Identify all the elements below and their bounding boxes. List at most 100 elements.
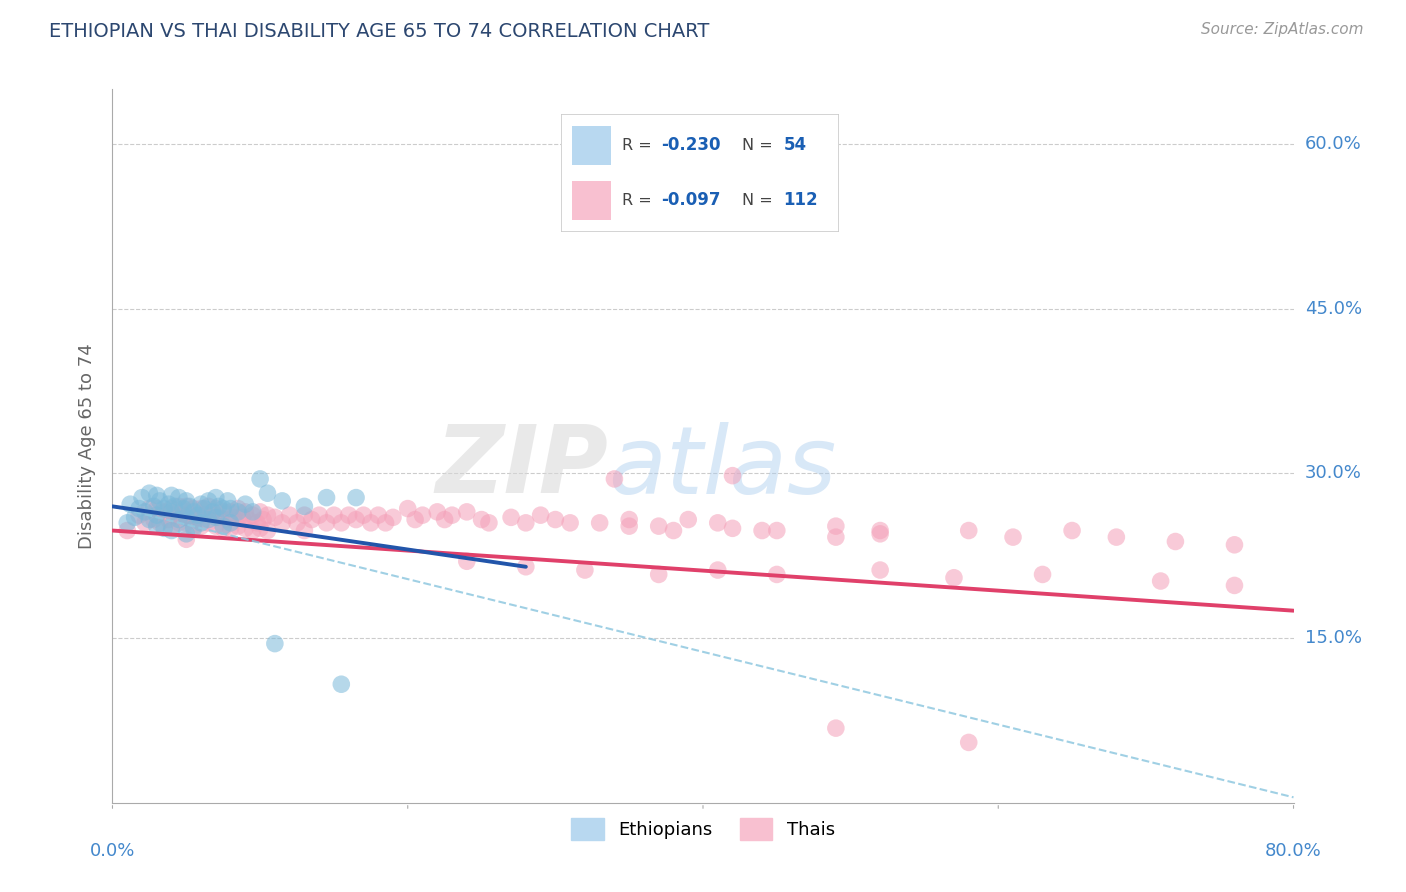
Point <box>1062 524 1084 538</box>
Point <box>456 505 478 519</box>
Point <box>264 637 287 651</box>
Point <box>544 512 567 526</box>
Point <box>315 516 337 530</box>
Point <box>160 488 183 502</box>
Point <box>174 533 197 547</box>
Text: ETHIOPIAN VS THAI DISABILITY AGE 65 TO 74 CORRELATION CHART: ETHIOPIAN VS THAI DISABILITY AGE 65 TO 7… <box>49 22 710 41</box>
Point <box>153 505 176 519</box>
Point <box>163 500 186 514</box>
Point <box>205 519 228 533</box>
Point <box>212 501 235 516</box>
Point <box>212 521 235 535</box>
Point <box>153 521 176 535</box>
Point <box>219 505 242 519</box>
Point <box>193 508 215 523</box>
Point <box>142 512 165 526</box>
Point <box>515 516 537 530</box>
Text: Source: ZipAtlas.com: Source: ZipAtlas.com <box>1201 22 1364 37</box>
Point <box>146 519 169 533</box>
Point <box>619 512 641 526</box>
Point <box>456 554 478 568</box>
Point <box>382 510 405 524</box>
Point <box>138 501 160 516</box>
Point <box>249 472 271 486</box>
Point <box>706 516 728 530</box>
Point <box>824 519 846 533</box>
Point <box>588 516 610 530</box>
Point <box>869 526 891 541</box>
Point <box>441 508 464 523</box>
Point <box>942 571 965 585</box>
Point <box>515 559 537 574</box>
Point <box>197 516 219 530</box>
Point <box>249 505 271 519</box>
Point <box>256 508 278 523</box>
Point <box>226 505 249 519</box>
Point <box>205 491 228 505</box>
Point <box>957 735 980 749</box>
Point <box>233 497 256 511</box>
Point <box>352 508 374 523</box>
Point <box>190 501 212 516</box>
Point <box>219 521 242 535</box>
Point <box>183 519 205 533</box>
Point <box>957 524 980 538</box>
Point <box>142 500 165 514</box>
Point <box>264 510 287 524</box>
Point <box>179 500 201 514</box>
Point <box>128 501 150 516</box>
Point <box>869 563 891 577</box>
Text: 30.0%: 30.0% <box>1305 465 1361 483</box>
Point <box>501 510 523 524</box>
Point <box>219 516 242 530</box>
Point <box>208 500 231 514</box>
Point <box>160 519 183 533</box>
Point <box>1150 574 1173 588</box>
Point <box>212 505 235 519</box>
Point <box>411 508 433 523</box>
Point <box>721 521 744 535</box>
Point <box>187 510 209 524</box>
Point <box>323 508 346 523</box>
Point <box>174 526 197 541</box>
Point <box>197 494 219 508</box>
Point <box>124 510 146 524</box>
Point <box>367 508 389 523</box>
Point <box>179 508 201 523</box>
Point <box>134 516 156 530</box>
Point <box>470 512 494 526</box>
Point <box>433 512 456 526</box>
Point <box>292 508 315 523</box>
Point <box>242 508 264 523</box>
Point <box>256 486 278 500</box>
Point <box>678 512 700 526</box>
Point <box>252 512 274 526</box>
Point <box>271 516 294 530</box>
Point <box>160 524 183 538</box>
Point <box>134 505 156 519</box>
Point <box>647 519 671 533</box>
Point <box>344 491 367 505</box>
Point <box>226 501 249 516</box>
Text: 80.0%: 80.0% <box>1265 842 1322 860</box>
Point <box>197 512 219 526</box>
Point <box>231 510 253 524</box>
Y-axis label: Disability Age 65 to 74: Disability Age 65 to 74 <box>77 343 96 549</box>
Point <box>824 721 846 735</box>
Point <box>249 521 271 535</box>
Point <box>404 512 426 526</box>
Point <box>1001 530 1024 544</box>
Point <box>208 510 231 524</box>
Point <box>172 501 194 516</box>
Point <box>117 524 138 538</box>
Point <box>603 472 626 486</box>
Point <box>117 516 138 530</box>
Point <box>146 488 169 502</box>
Point <box>157 512 180 526</box>
Point <box>246 516 269 530</box>
Point <box>308 508 330 523</box>
Point <box>301 512 323 526</box>
Text: ZIP: ZIP <box>436 421 609 514</box>
Point <box>233 505 256 519</box>
Point <box>160 501 183 516</box>
